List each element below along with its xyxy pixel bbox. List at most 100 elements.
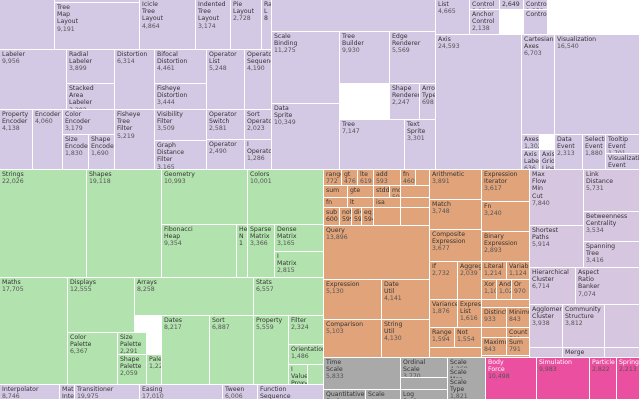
cell-name: Tooltip Event	[608, 136, 629, 151]
cell-value: 10,993	[164, 178, 186, 186]
cell-name: Graph Distance Filter	[157, 142, 185, 164]
cell-value: 8,258	[137, 286, 155, 294]
cell-value: 5,833	[326, 373, 344, 381]
cell-name: Spring	[619, 359, 639, 366]
cell-label: sub 600	[326, 209, 338, 223]
treemap-cell: Fibonacci Heap 9,354	[162, 225, 237, 278]
treemap-cell: Radial Labeler 3,899	[67, 50, 115, 84]
cell-value: 2,581	[209, 125, 227, 133]
cell-label: Or 970	[514, 281, 528, 295]
cell-value: 6,367	[70, 348, 88, 356]
cell-value: 843	[509, 316, 521, 324]
treemap-cell: If 2,732	[430, 262, 458, 300]
treemap-cell: Date Util 4,141	[382, 280, 430, 320]
treemap-cell: Maths 17,705	[0, 278, 68, 385]
cell-value: 7,074	[578, 290, 596, 298]
cell-name: Maths	[2, 279, 21, 286]
cell-label: Operator List 5,248	[209, 51, 243, 73]
cell-name: String Util	[384, 321, 403, 336]
treemap-cell: div 595	[352, 208, 362, 226]
cell-name: Shape Palette	[120, 356, 142, 371]
cell-name: Anchor Control	[472, 11, 495, 26]
cell-label: Spring 2,213	[619, 359, 639, 373]
treemap-cell: Tween 6,006	[223, 385, 258, 400]
cell-name: Shape Encoder	[91, 136, 115, 151]
cell-name: Visibility Filter	[157, 111, 183, 126]
treemap-cell	[401, 186, 430, 198]
treemap-cell: Function Sequence	[258, 385, 324, 400]
cell-label: Text Sprite 3,301	[407, 121, 434, 143]
cell-label: Fibonacci Heap 9,354	[164, 226, 235, 248]
cell-value: 2,324	[291, 324, 309, 332]
cell-name: Encoder	[35, 111, 61, 118]
cell-label: I Operator 1,286	[247, 141, 271, 163]
treemap-cell: stddev	[374, 186, 390, 198]
cell-name: fn	[403, 171, 410, 178]
treemap-cell	[482, 328, 507, 338]
cell-label: gt 476	[344, 171, 356, 185]
cell-value: 3,617	[484, 185, 502, 193]
cell-label: Size Palette 2,291	[120, 334, 145, 354]
cell-value: 1,214	[484, 270, 502, 278]
treemap-cell: isa	[374, 198, 401, 208]
cell-value: 3,444	[157, 99, 175, 107]
cell-value: 6,887	[212, 324, 230, 332]
cell-value: 7,147	[342, 128, 360, 136]
cell-name: Spanning Tree	[586, 243, 616, 258]
treemap-cell: Axis Label 636	[522, 150, 540, 170]
cell-value: 4,190	[247, 65, 265, 73]
cell-name: I Value Proxy	[291, 366, 308, 385]
treemap-cell: Colors 10,001	[248, 170, 324, 225]
cell-name: Cartesian Axes	[524, 36, 554, 51]
cell-name: Color Encoder	[65, 111, 91, 126]
treemap-cell: Encoder 4,060	[33, 110, 63, 170]
cell-value: 2,822	[592, 366, 610, 374]
cell-value: 3,748	[432, 208, 450, 216]
cell-value: 6,703	[524, 50, 542, 58]
cell-name: mod	[392, 187, 400, 194]
cell-value: 5,130	[326, 288, 344, 296]
cell-name: Aggregate	[460, 263, 482, 270]
cell-name: Edge Renderer	[392, 33, 421, 48]
cell-name: Sort Operator	[247, 111, 272, 126]
cell-name: Text Sprite	[407, 121, 426, 136]
cell-name: Arithmetic	[432, 171, 465, 178]
treemap-cell: Control3,824	[470, 0, 500, 10]
cell-name: sum	[326, 187, 340, 194]
cell-value: 1,353	[526, 8, 546, 9]
treemap-cell: Quantitative Scale	[324, 390, 366, 400]
treemap-cell: Data Sprite 10,349	[272, 104, 340, 170]
cell-name: Tree Map Layout	[57, 4, 79, 26]
cell-name: And	[499, 281, 512, 288]
treemap-cell: Max Flow Min Cut 7,840	[530, 170, 584, 226]
treemap-cell: Aggregate2,039	[458, 262, 482, 300]
treemap-cell	[605, 348, 640, 358]
cell-name: Arro Type	[422, 85, 436, 100]
treemap-cell	[401, 208, 430, 226]
cell-name: Literal	[484, 263, 504, 270]
cell-name: Control	[526, 11, 548, 18]
cell-name: Palet	[149, 356, 162, 363]
cell-value: 1,616	[460, 315, 478, 323]
cell-label: Scale	[368, 391, 399, 398]
cell-value: 2,138	[472, 25, 490, 33]
cell-name: Scale Binding	[274, 33, 298, 48]
cell-name: Count	[509, 329, 528, 336]
cell-label: Simulation 9,983	[539, 359, 588, 373]
cell-value: 2,728	[233, 15, 251, 23]
cell-value: 1,690	[91, 150, 109, 158]
cell-value: 636	[524, 165, 536, 170]
cell-name: Indented Tree Layout	[198, 1, 226, 23]
cell-value: 933	[484, 316, 496, 324]
cell-name: Expression	[326, 281, 360, 288]
cell-label: Operator 2,490	[209, 141, 243, 155]
cell-value: 5,569	[392, 47, 410, 55]
treemap-cell: Binary Expression 2,893	[482, 232, 530, 262]
treemap-cell: Operator 2,490	[207, 140, 245, 170]
treemap-cell: Hierarchical Cluster 6,714	[530, 268, 576, 305]
cell-name: Colors	[250, 171, 270, 178]
